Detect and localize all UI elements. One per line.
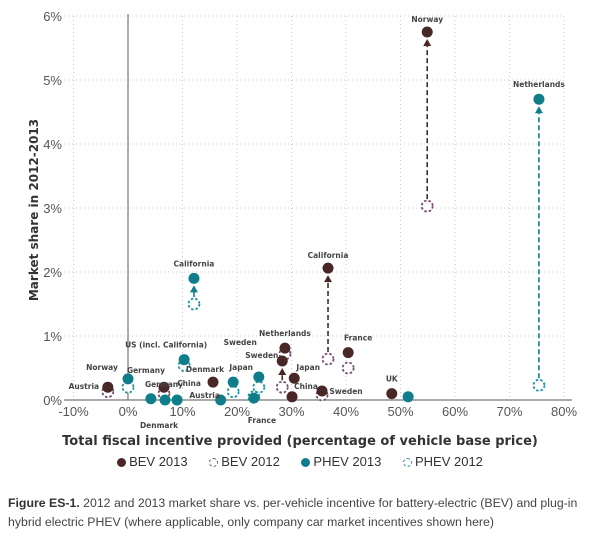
x-tick-label: 60% — [442, 404, 468, 419]
data-point-bev-2013 — [342, 347, 354, 359]
y-tick-label: 3% — [43, 201, 62, 216]
y-tick-label: 0% — [43, 393, 62, 408]
y-tick-label: 1% — [43, 329, 62, 344]
point-label: UK — [386, 375, 399, 384]
data-point-phev-2012 — [121, 380, 135, 394]
data-point-bev-2013 — [276, 355, 288, 367]
point-label: Sweden — [224, 338, 257, 347]
data-point-bev-2012 — [420, 199, 434, 213]
y-tick-label: 2% — [43, 265, 62, 280]
point-label: Sweden — [245, 351, 278, 360]
data-point-bev-2012 — [275, 380, 289, 394]
data-point-phev-2013 — [253, 371, 265, 383]
data-point-bev-2012 — [321, 352, 335, 366]
data-point-bev-2013 — [288, 372, 300, 384]
data-point-bev-2013 — [421, 26, 433, 38]
x-tick-label: 40% — [333, 404, 359, 419]
filled-circle-icon — [117, 458, 127, 467]
x-tick-label: 50% — [387, 404, 413, 419]
point-label: Denmark — [140, 421, 179, 430]
arrow-head — [189, 285, 198, 293]
legend-item-phev-2012: PHEV 2012 — [402, 454, 483, 469]
y-tick-label: 6% — [43, 9, 62, 24]
data-point-bev-2013 — [279, 342, 291, 354]
x-tick-label: 0% — [119, 404, 138, 419]
y-axis-title: Market share in 2012-2013 — [27, 119, 41, 301]
point-label: Denmark — [186, 365, 225, 374]
data-point-phev-2013 — [402, 391, 414, 403]
point-label: France — [248, 416, 276, 425]
point-label: Austria — [69, 382, 100, 391]
point-label: Germany — [127, 366, 165, 375]
x-tick-label: 10% — [169, 404, 195, 419]
point-label: Japan — [228, 363, 253, 372]
data-point-phev-2013 — [178, 354, 190, 366]
x-tick-label: 20% — [224, 404, 250, 419]
point-label: Netherlands — [259, 329, 311, 338]
point-label: California — [308, 251, 349, 260]
x-tick-label: 70% — [496, 404, 522, 419]
point-label: Germany — [145, 380, 183, 389]
point-label: Japan — [295, 363, 320, 372]
data-point-phev-2012 — [226, 385, 240, 399]
scatter-chart: -10% 0% 10% 20% 30% 40% 50% 60% 70% 80%0%1%2%3%4%… — [27, 9, 577, 449]
y-tick-label: 5% — [43, 73, 62, 88]
point-label: Norway — [411, 15, 443, 24]
data-point-bev-2013 — [286, 391, 298, 403]
arrow-head — [423, 39, 432, 46]
x-tick-label: -10% — [58, 404, 89, 419]
caption-label: Figure ES-1. — [8, 496, 80, 510]
point-label: California — [174, 259, 215, 268]
point-label: France — [344, 334, 372, 343]
point-label: Norway — [86, 363, 118, 372]
data-point-phev-2013 — [171, 394, 183, 406]
dashed-circle-icon — [402, 458, 412, 467]
point-label: China — [294, 382, 318, 391]
legend-item-phev-2013: PHEV 2013 — [301, 454, 381, 469]
data-point-bev-2013 — [207, 376, 219, 388]
data-point-bev-2012 — [341, 361, 355, 375]
arrow-head — [534, 106, 543, 114]
data-point-bev-2013 — [322, 262, 334, 274]
data-point-bev-2013 — [158, 381, 170, 393]
y-tick-label: 4% — [43, 137, 62, 152]
data-point-phev-2013 — [122, 373, 134, 385]
data-point-phev-2013 — [248, 392, 260, 404]
point-label: US (incl. California) — [125, 341, 207, 350]
point-label: Sweden — [329, 387, 362, 396]
arrow-head — [278, 367, 287, 375]
caption-text: 2012 and 2013 market share vs. per-vehic… — [8, 496, 578, 529]
legend-item-bev-2012: BEV 2012 — [209, 454, 280, 469]
data-point-phev-2013 — [533, 93, 545, 105]
data-point-phev-2013 — [227, 376, 239, 388]
legend-item-bev-2013: BEV 2013 — [117, 454, 188, 469]
dashed-circle-icon — [209, 458, 219, 467]
data-point-phev-2013 — [145, 393, 157, 405]
data-point-phev-2013 — [159, 394, 171, 406]
point-label: China — [177, 379, 201, 388]
data-point-phev-2012 — [532, 378, 546, 392]
point-label: Netherlands — [513, 80, 565, 89]
x-tick-label: 30% — [278, 404, 304, 419]
data-point-phev-2012 — [187, 297, 201, 311]
data-point-phev-2012 — [252, 380, 266, 394]
data-point-bev-2013 — [386, 388, 398, 400]
data-point-phev-2013 — [215, 394, 227, 406]
data-point-phev-2013 — [188, 272, 200, 284]
data-point-bev-2013 — [102, 381, 114, 393]
point-label: Austria — [189, 391, 220, 400]
arrow-head — [324, 275, 333, 283]
filled-circle-icon — [301, 458, 311, 467]
figure-caption: Figure ES-1. 2012 and 2013 market share … — [8, 494, 598, 532]
x-axis-title: Total fiscal incentive provided (percent… — [62, 434, 538, 449]
data-point-bev-2013 — [316, 385, 328, 397]
legend: BEV 2013 BEV 2012 PHEV 2013 PHEV 2012 — [0, 454, 600, 469]
x-tick-label: 80% — [551, 404, 577, 419]
